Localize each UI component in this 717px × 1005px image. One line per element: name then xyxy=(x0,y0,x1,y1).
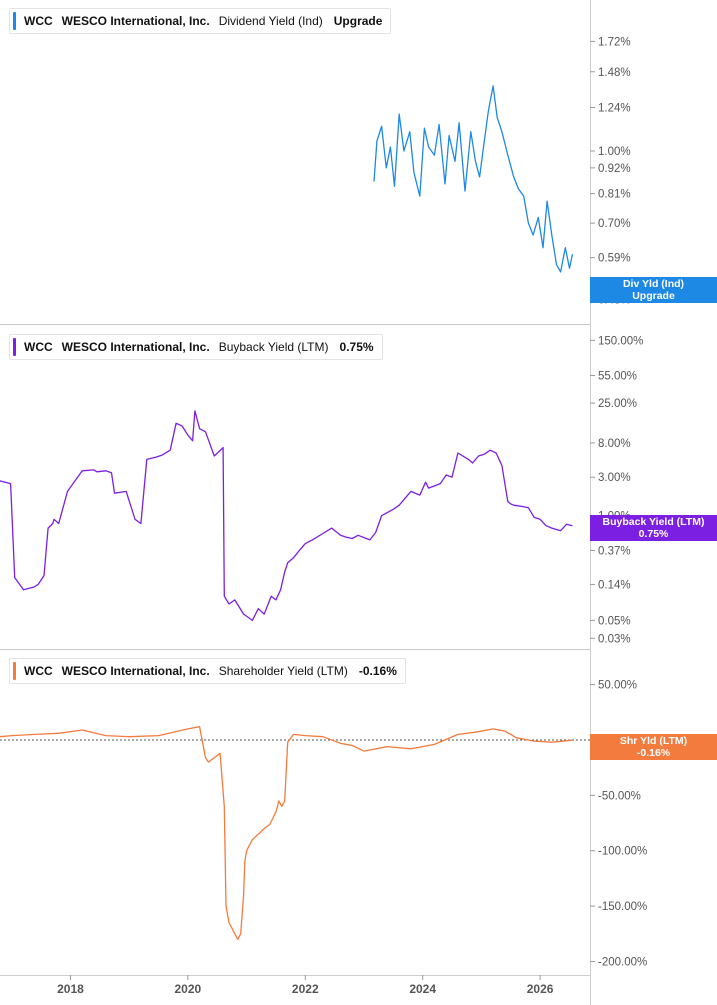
x-tick-label: 2018 xyxy=(57,982,84,996)
badge-buyback: Buyback Yield (LTM) 0.75% xyxy=(590,515,717,541)
y-tick-label: 1.48% xyxy=(598,67,631,79)
y-tick-label: -150.00% xyxy=(598,901,647,913)
badge-shareholder-line1: Shr Yld (LTM) xyxy=(619,735,688,747)
x-tick-label: 2024 xyxy=(409,982,436,996)
y-tick-label: 0.70% xyxy=(598,218,631,230)
y-tick-label: 3.00% xyxy=(598,472,631,484)
legend-ticker: WCC xyxy=(24,14,53,28)
y-tick-label: 1.00% xyxy=(598,146,631,158)
series-line-div xyxy=(373,85,574,273)
y-tick-label: 0.59% xyxy=(598,253,631,265)
y-tick-label: 150.00% xyxy=(598,335,643,347)
badge-div: Div Yld (Ind) Upgrade xyxy=(590,277,717,303)
legend-swatch-div xyxy=(13,12,16,30)
legend-company: WESCO International, Inc. xyxy=(61,664,210,678)
y-tick-label: 0.14% xyxy=(598,579,631,591)
y-tick-label: 0.37% xyxy=(598,545,631,557)
y-tick-label: 0.03% xyxy=(598,633,631,645)
y-tick-label: -100.00% xyxy=(598,846,647,858)
x-tick-label: 2026 xyxy=(527,982,554,996)
legend-value: 0.75% xyxy=(339,340,374,354)
y-tick-label: -50.00% xyxy=(598,790,641,802)
legend-value: -0.16% xyxy=(358,664,397,678)
legend-swatch-buyback xyxy=(13,338,16,356)
legend-swatch-shareholder xyxy=(13,662,16,680)
x-tick-label: 2020 xyxy=(175,982,202,996)
series-line-buyback xyxy=(0,410,573,622)
legend-ticker: WCC xyxy=(24,340,53,354)
y-tick-label: 8.00% xyxy=(598,438,631,450)
y-tick-label: 0.81% xyxy=(598,189,631,201)
legend-metric: Dividend Yield (Ind) xyxy=(218,14,323,28)
y-tick-label: 0.05% xyxy=(598,615,631,627)
y-tick-label: 0.92% xyxy=(598,163,631,175)
badge-shareholder: Shr Yld (LTM) -0.16% xyxy=(590,734,717,760)
badge-div-line1: Div Yld (Ind) xyxy=(622,278,685,290)
legend-shareholder: WCC WESCO International, Inc. Shareholde… xyxy=(9,658,406,684)
y-tick-label: 1.72% xyxy=(598,36,631,48)
legend-metric: Shareholder Yield (LTM) xyxy=(218,664,348,678)
y-tick-label: -200.00% xyxy=(598,956,647,968)
y-tick-label: 55.00% xyxy=(598,370,637,382)
legend-company: WESCO International, Inc. xyxy=(61,14,210,28)
y-tick-label: 50.00% xyxy=(598,680,637,692)
upgrade-link[interactable]: Upgrade xyxy=(333,14,383,28)
y-tick-label: 25.00% xyxy=(598,398,637,410)
badge-div-line2: Upgrade xyxy=(632,289,675,302)
legend-div: WCC WESCO International, Inc. Dividend Y… xyxy=(9,8,392,34)
badge-shareholder-line2: -0.16% xyxy=(636,746,671,759)
legend-metric: Buyback Yield (LTM) xyxy=(218,340,329,354)
legend-buyback: WCC WESCO International, Inc. Buyback Yi… xyxy=(9,334,383,360)
badge-buyback-line2: 0.75% xyxy=(638,527,669,540)
legend-company: WESCO International, Inc. xyxy=(61,340,210,354)
badge-buyback-line1: Buyback Yield (LTM) xyxy=(602,516,705,528)
series-line-shareholder xyxy=(0,726,573,940)
y-tick-label: 1.24% xyxy=(598,103,631,115)
legend-ticker: WCC xyxy=(24,664,53,678)
x-tick-label: 2022 xyxy=(292,982,319,996)
